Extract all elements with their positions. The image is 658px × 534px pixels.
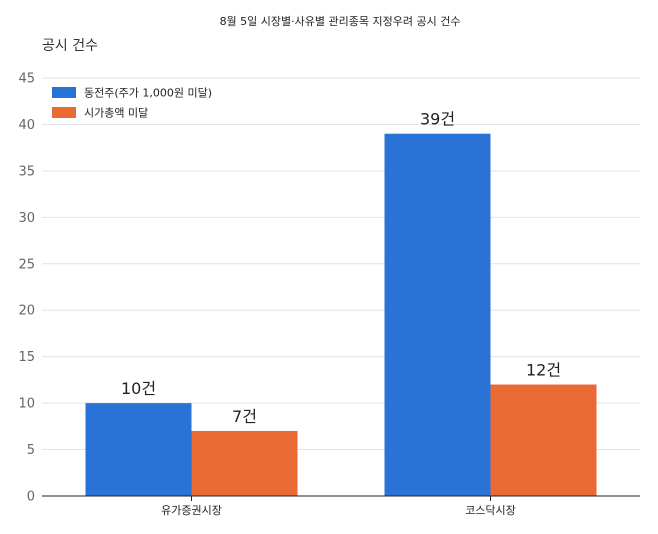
y-tick-label: 15 bbox=[18, 350, 35, 365]
y-axis-label: 공시 건수 bbox=[42, 38, 98, 54]
data-label: 12건 bbox=[526, 361, 561, 380]
legend-swatch bbox=[52, 107, 76, 118]
bar bbox=[85, 403, 192, 496]
y-tick-label: 10 bbox=[18, 397, 35, 412]
data-label: 39건 bbox=[420, 110, 455, 129]
legend-label: 시가총액 미달 bbox=[84, 107, 148, 120]
bar bbox=[191, 430, 298, 496]
y-tick-label: 20 bbox=[18, 304, 35, 319]
y-tick-label: 25 bbox=[18, 257, 35, 272]
chart-title: 8월 5일 시장별·사유별 관리종목 지정우려 공시 건수 bbox=[220, 14, 461, 28]
legend: 동전주(주가 1,000원 미달) 시가총액 미달 bbox=[52, 87, 212, 120]
y-tick-label: 0 bbox=[27, 490, 35, 505]
bars bbox=[85, 133, 597, 496]
legend-swatch bbox=[52, 87, 76, 98]
bar bbox=[490, 384, 597, 496]
y-tick-label: 5 bbox=[27, 443, 35, 458]
data-labels: 10건 7건 39건 12건 bbox=[121, 110, 561, 426]
y-tick-label: 40 bbox=[18, 118, 35, 133]
y-axis-ticks: 0 5 10 15 20 25 30 35 40 45 bbox=[18, 72, 35, 505]
legend-label: 동전주(주가 1,000원 미달) bbox=[84, 87, 212, 100]
x-category-label: 코스닥시장 bbox=[465, 504, 516, 517]
x-category-label: 유가증권시장 bbox=[161, 504, 222, 517]
x-axis-categories: 유가증권시장 코스닥시장 bbox=[161, 496, 516, 517]
y-tick-label: 30 bbox=[18, 211, 35, 226]
data-label: 10건 bbox=[121, 379, 156, 398]
y-tick-label: 35 bbox=[18, 164, 35, 179]
data-label: 7건 bbox=[232, 407, 257, 426]
y-tick-label: 45 bbox=[18, 72, 35, 87]
bar bbox=[384, 133, 491, 496]
